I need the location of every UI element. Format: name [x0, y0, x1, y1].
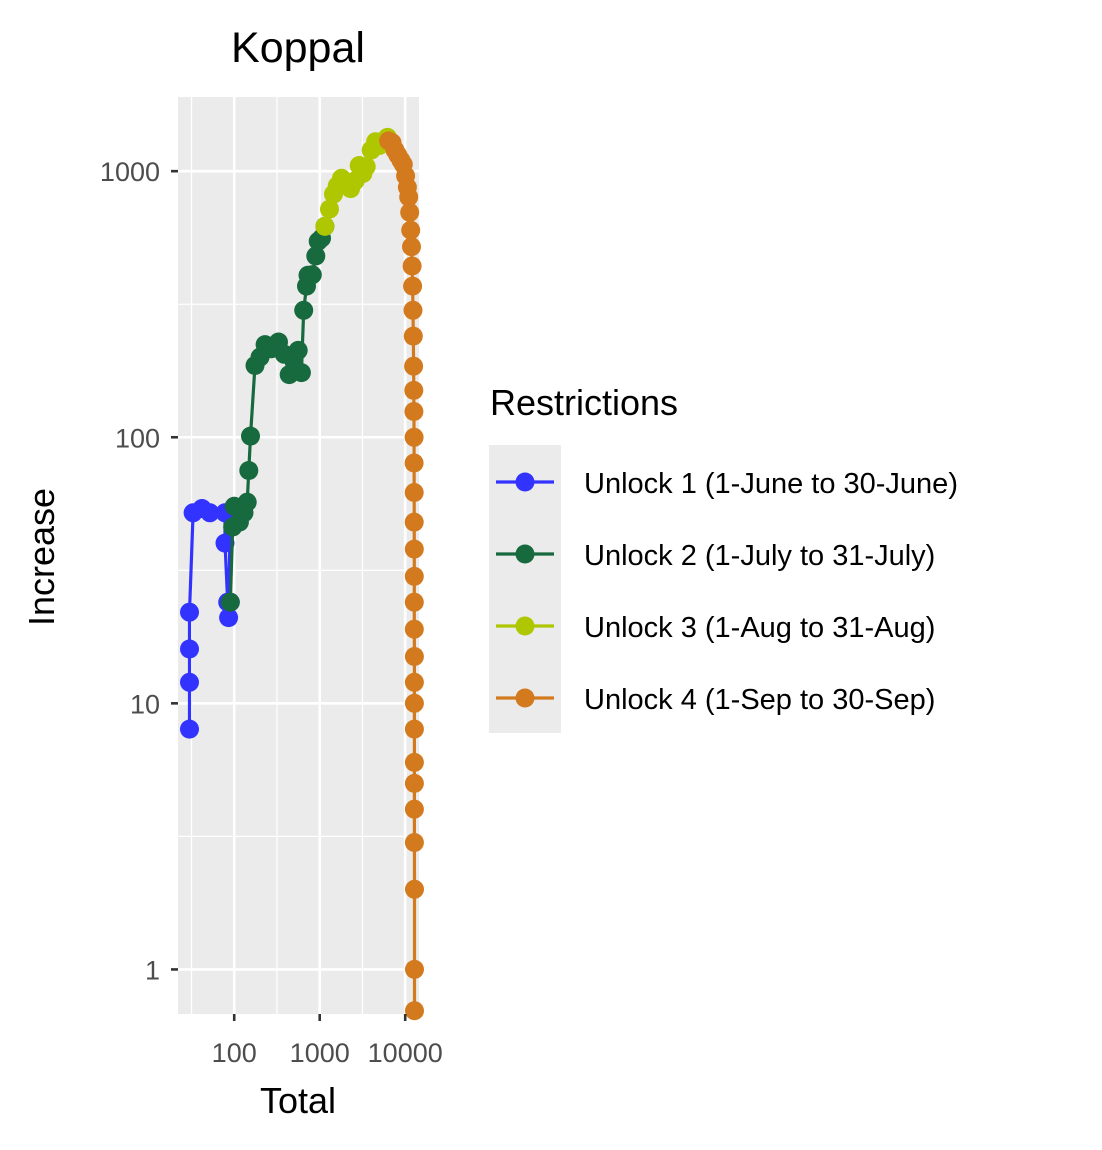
x-tick-label: 100 [212, 1038, 257, 1068]
y-tick-label: 1000 [100, 157, 160, 187]
data-point [294, 300, 314, 320]
data-point [404, 483, 424, 502]
legend-key-point [515, 688, 535, 708]
data-point [241, 426, 260, 446]
data-point [404, 592, 424, 612]
panel-background [178, 97, 419, 1014]
legend: Restrictions Unlock 1 (1-June to 30-June… [489, 382, 958, 733]
data-point [215, 533, 235, 553]
data-point [402, 237, 421, 257]
x-axis-title: Total [260, 1080, 336, 1121]
data-point [404, 693, 424, 713]
data-point [306, 246, 326, 266]
data-point [404, 566, 424, 586]
data-point [400, 202, 420, 222]
data-point [404, 833, 424, 852]
data-point [219, 608, 239, 628]
y-axis: 1 10 100 1000 [100, 157, 178, 985]
data-point [404, 719, 424, 739]
data-point [180, 672, 199, 692]
data-point [404, 380, 424, 400]
data-point [404, 647, 424, 666]
plot-panel [178, 97, 424, 1021]
x-tick-label: 10000 [368, 1038, 443, 1068]
data-point [315, 216, 335, 236]
data-point [200, 503, 220, 523]
series-4 [379, 131, 424, 1021]
data-point [403, 300, 423, 320]
data-point [220, 592, 240, 612]
data-point [180, 719, 199, 739]
legend-label: Unlock 3 (1-Aug to 31-Aug) [584, 612, 935, 644]
legend-label: Unlock 4 (1-Sep to 30-Sep) [584, 684, 935, 716]
legend-key-background [489, 445, 561, 733]
data-point [405, 959, 424, 979]
data-point [403, 276, 423, 296]
legend-title: Restrictions [490, 382, 678, 423]
data-point [180, 602, 199, 622]
data-point [404, 672, 424, 692]
x-tick-label: 1000 [290, 1038, 350, 1068]
data-point [291, 363, 311, 383]
data-point [237, 492, 257, 512]
data-point [404, 453, 424, 473]
legend-label: Unlock 2 (1-July to 31-July) [584, 540, 935, 572]
chart-title: Koppal [231, 24, 365, 72]
data-point [404, 402, 424, 421]
legend-item: Unlock 3 (1-Aug to 31-Aug) [496, 612, 935, 644]
data-point [404, 752, 424, 772]
data-point [404, 799, 424, 819]
series-2 [220, 216, 335, 612]
x-axis: 100 1000 10000 [212, 1014, 443, 1068]
data-point [404, 773, 424, 793]
data-point [180, 639, 199, 659]
y-tick-label: 10 [130, 689, 160, 719]
legend-item: Unlock 4 (1-Sep to 30-Sep) [496, 684, 935, 716]
data-point [404, 427, 424, 447]
y-tick-label: 1 [145, 955, 160, 985]
legend-item: Unlock 2 (1-July to 31-July) [496, 540, 935, 572]
data-point [404, 512, 424, 532]
data-point [302, 265, 322, 285]
legend-key-point [515, 616, 535, 636]
legend-key-point [515, 544, 535, 564]
data-point [405, 1001, 424, 1021]
data-point [399, 187, 419, 207]
data-point [405, 879, 424, 899]
data-point [288, 340, 308, 360]
legend-item: Unlock 1 (1-June to 30-June) [496, 468, 958, 500]
data-point [356, 157, 376, 177]
y-axis-title: Increase [21, 488, 62, 626]
data-point [404, 619, 424, 639]
y-tick-label: 100 [115, 423, 160, 453]
data-point [404, 539, 424, 559]
data-point [403, 326, 423, 346]
legend-label: Unlock 1 (1-June to 30-June) [584, 468, 958, 500]
data-layer [180, 127, 424, 1021]
legend-key-point [515, 472, 535, 492]
data-point [402, 256, 422, 276]
data-point [401, 220, 421, 240]
data-point [239, 461, 259, 480]
data-point [404, 356, 424, 376]
data-point [320, 199, 339, 219]
